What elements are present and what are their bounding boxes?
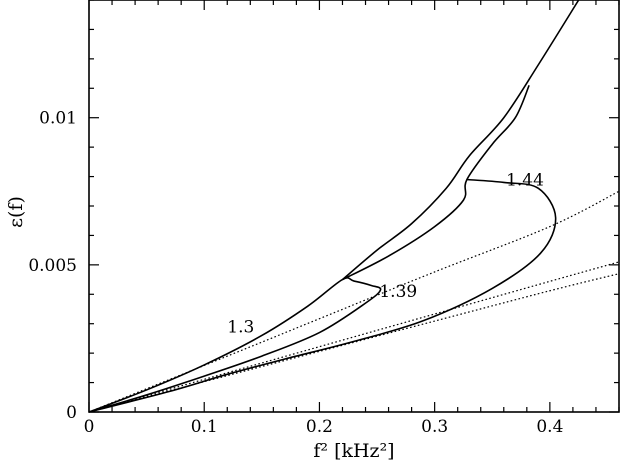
curve-label: 1.44 [506,170,544,190]
solid-curve-2 [341,0,580,281]
solid-curve-1 [88,277,382,413]
tick-marks [88,0,620,413]
x-tick-label: 0.4 [536,417,563,437]
x-tick-label: 0.1 [191,417,218,437]
tick-labels: 0 0.1 0.2 0.3 0.4 0 0.005 0.01 [28,109,563,437]
x-tick-label: 0 [84,417,95,437]
curve-label: 1.39 [379,282,417,302]
dotted-line-7 [88,273,620,413]
plot-frame [88,0,620,413]
dotted-line-6 [88,261,620,413]
y-tick-label: 0 [66,403,77,423]
solid-curve-3 [342,85,530,281]
curve-label: 1.3 [227,318,254,338]
curve-labels: 1.3 1.39 1.44 [227,170,544,337]
y-axis-title: ε(f) [5,196,27,228]
solid-curve-4 [88,178,557,413]
dotted-line-5 [88,190,620,413]
x-tick-label: 0.2 [306,417,333,437]
series-group [88,0,620,413]
x-tick-label: 0.3 [421,417,448,437]
x-axis-title: f² [kHz²] [313,440,394,462]
y-tick-label: 0.01 [39,109,77,129]
y-tick-label: 0.005 [28,256,77,276]
